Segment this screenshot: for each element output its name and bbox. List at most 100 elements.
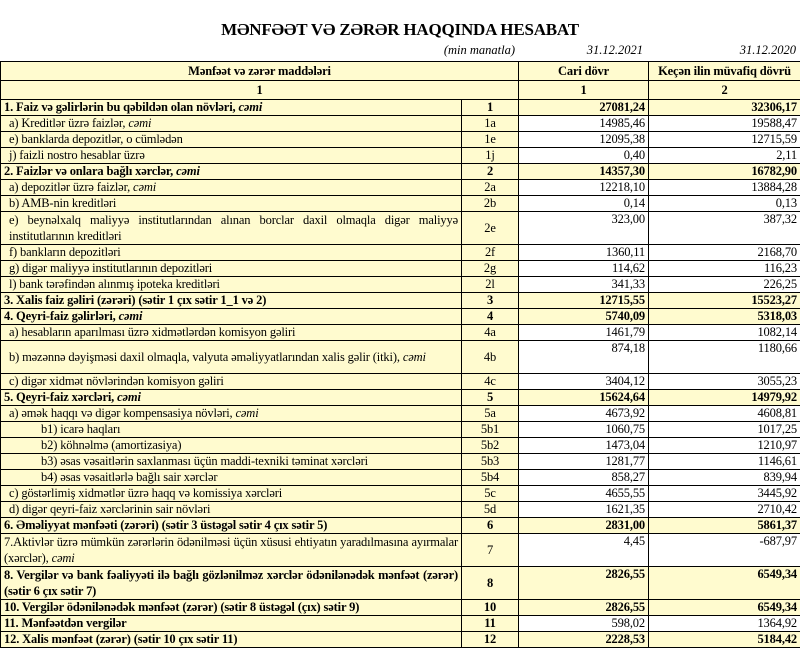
value-current: 27081,24 bbox=[518, 99, 650, 116]
row-code: 2a bbox=[460, 179, 520, 196]
table-row: 4. Qeyri-faiz gəlirləri, cəmi 4 5740,09 531… bbox=[0, 308, 800, 325]
row-label: 12. Xalis mənfəət (zərər) (sətir 10 çıx … bbox=[0, 631, 462, 648]
row-label: b2) köhnəlmə (amortizasiya) bbox=[0, 437, 462, 454]
row-label-text: 10. Vergilər ödənilənədək mənfəət (zərər… bbox=[4, 600, 360, 614]
table-row: d) digər qeyri-faiz xərclərinin sair növ… bbox=[0, 501, 800, 518]
header-previous: Keçən ilin müvafiq dövrü bbox=[648, 61, 800, 81]
row-label: c) digər xidmət növlərindən komisyon gəl… bbox=[0, 373, 462, 390]
row-label: 6. Əməliyyat mənfəəti (zərəri) (sətir 3 … bbox=[0, 517, 462, 534]
value-previous: 4608,81 bbox=[648, 405, 800, 422]
value-previous: 3055,23 bbox=[648, 373, 800, 390]
unit-label: (min manatla) bbox=[443, 43, 515, 57]
table-row: b) AMB-nin kreditləri 2b 0,14 0,13 bbox=[0, 195, 800, 212]
header-number-row: 1 1 2 bbox=[0, 80, 800, 100]
value-previous: 0,13 bbox=[648, 195, 800, 212]
row-code: 2l bbox=[460, 276, 520, 293]
row-label: d) digər qeyri-faiz xərclərinin sair növ… bbox=[0, 501, 462, 518]
table-row: 6. Əməliyyat mənfəəti (zərəri) (sətir 3 … bbox=[0, 517, 800, 534]
row-label: f) bankların depozitləri bbox=[0, 244, 462, 261]
row-code: 7 bbox=[460, 533, 520, 567]
row-label-text: b1) icarə haqları bbox=[41, 422, 121, 436]
value-current: 874,18 bbox=[518, 340, 650, 374]
row-code: 1 bbox=[460, 99, 520, 116]
table-row: g) digər maliyyə institutlarının depozit… bbox=[0, 260, 800, 277]
row-label-text: e) beynəlxalq maliyyə institutlarından a… bbox=[9, 213, 458, 243]
row-label: b4) əsas vəsaitlərlə bağlı sair xərclər bbox=[0, 469, 462, 486]
value-current: 1621,35 bbox=[518, 501, 650, 518]
row-label: e) beynəlxalq maliyyə institutlarından a… bbox=[0, 211, 462, 245]
row-label: j) faizli nostro hesablar üzrə bbox=[0, 147, 462, 164]
row-code: 3 bbox=[460, 292, 520, 309]
row-code: 5c bbox=[460, 485, 520, 502]
row-code: 2f bbox=[460, 244, 520, 261]
table-row: a) depozitlər üzrə faizlər, cəmi 2a 12218,… bbox=[0, 179, 800, 196]
table-row: c) göstərlimiş xidmətlər üzrə haqq və ko… bbox=[0, 485, 800, 502]
value-previous: 3445,92 bbox=[648, 485, 800, 502]
value-current: 15624,64 bbox=[518, 389, 650, 406]
value-current: 1473,04 bbox=[518, 437, 650, 454]
value-previous: 839,94 bbox=[648, 469, 800, 486]
value-previous: 16782,90 bbox=[648, 163, 800, 180]
table-row: a) Kreditlər üzrə faizlər, cəmi 1a 14985,4… bbox=[0, 115, 800, 132]
row-code: 4c bbox=[460, 373, 520, 390]
row-label: b3) əsas vəsaitlərin saxlanması üçün mad… bbox=[0, 453, 462, 470]
row-label-total-suffix: cəmi bbox=[235, 406, 259, 420]
value-current: 12715,55 bbox=[518, 292, 650, 309]
value-previous: 2,11 bbox=[648, 147, 800, 164]
value-previous: 116,23 bbox=[648, 260, 800, 277]
row-label-text: a) hesabların aparılması üzrə xidmətlərd… bbox=[9, 325, 296, 339]
value-current: 4673,92 bbox=[518, 405, 650, 422]
row-label-text: a) depozitlər üzrə faizlər, bbox=[9, 180, 134, 194]
table-row: 12. Xalis mənfəət (zərər) (sətir 10 çıx … bbox=[0, 631, 800, 648]
header-num-previous: 2 bbox=[648, 80, 800, 100]
value-current: 2826,55 bbox=[518, 566, 650, 600]
row-code: 10 bbox=[460, 599, 520, 616]
value-current: 1360,11 bbox=[518, 244, 650, 261]
row-label: 2. Faizlər və onlara bağlı xərclər, cəmi bbox=[0, 163, 462, 180]
row-label: 4. Qeyri-faiz gəlirləri, cəmi bbox=[0, 308, 462, 325]
row-label-total-suffix: cəmi bbox=[128, 116, 152, 130]
value-previous: 5861,37 bbox=[648, 517, 800, 534]
date-current: 31.12.2021 bbox=[586, 43, 643, 57]
row-label-text: b4) əsas vəsaitlərlə bağlı sair xərclər bbox=[41, 470, 218, 484]
value-previous: 1017,25 bbox=[648, 421, 800, 438]
row-code: 5a bbox=[460, 405, 520, 422]
row-label-text: 12. Xalis mənfəət (zərər) (sətir 10 çıx … bbox=[4, 632, 238, 646]
row-label-text: c) göstərlimiş xidmətlər üzrə haqq və ko… bbox=[9, 486, 283, 500]
row-code: 5d bbox=[460, 501, 520, 518]
value-current: 3404,12 bbox=[518, 373, 650, 390]
row-label: a) Kreditlər üzrə faizlər, cəmi bbox=[0, 115, 462, 132]
table-row: 1. Faiz və gəlirlərin bu qəbildən olan n… bbox=[0, 99, 800, 116]
value-current: 1281,77 bbox=[518, 453, 650, 470]
row-label: c) göstərlimiş xidmətlər üzrə haqq və ko… bbox=[0, 485, 462, 502]
row-code: 5b3 bbox=[460, 453, 520, 470]
table-row: 7.Aktivlər üzrə mümkün zərərlərin ödənil… bbox=[0, 533, 800, 567]
value-current: 323,00 bbox=[518, 211, 650, 245]
row-label-total-suffix: cəmi bbox=[51, 551, 75, 565]
row-code: 1j bbox=[460, 147, 520, 164]
row-label-text: e) banklarda depozitlər, o cümlədən bbox=[9, 132, 183, 146]
table-row: b1) icarə haqları 5b1 1060,75 1017,25 bbox=[0, 421, 800, 438]
row-label: g) digər maliyyə institutlarının depozit… bbox=[0, 260, 462, 277]
value-previous: 6549,34 bbox=[648, 566, 800, 600]
row-label: 1. Faiz və gəlirlərin bu qəbildən olan n… bbox=[0, 99, 462, 116]
value-previous: -687,97 bbox=[648, 533, 800, 567]
row-code: 11 bbox=[460, 615, 520, 632]
table-row: l) bank tərəfindən alınmış ipoteka kredi… bbox=[0, 276, 800, 293]
table-row: 8. Vergilər və bank fəaliyyəti ilə bağlı… bbox=[0, 566, 800, 600]
table-row: e) beynəlxalq maliyyə institutlarından a… bbox=[0, 211, 800, 245]
row-label-text: 8. Vergilər və bank fəaliyyəti ilə bağlı… bbox=[4, 568, 458, 598]
row-code: 6 bbox=[460, 517, 520, 534]
date-previous: 31.12.2020 bbox=[739, 43, 796, 57]
row-label-total-suffix: cəmi bbox=[176, 164, 200, 178]
row-label-text: 5. Qeyri-faiz xərcləri, bbox=[4, 390, 118, 404]
value-previous: 226,25 bbox=[648, 276, 800, 293]
row-label-text: c) digər xidmət növlərindən komisyon gəl… bbox=[9, 374, 224, 388]
row-label: l) bank tərəfindən alınmış ipoteka kredi… bbox=[0, 276, 462, 293]
value-previous: 1146,61 bbox=[648, 453, 800, 470]
table-row: 10. Vergilər ödənilənədək mənfəət (zərər… bbox=[0, 599, 800, 616]
row-code: 5b2 bbox=[460, 437, 520, 454]
row-label-total-suffix: cəmi bbox=[118, 309, 143, 323]
row-label: a) hesabların aparılması üzrə xidmətlərd… bbox=[0, 324, 462, 341]
value-previous: 387,32 bbox=[648, 211, 800, 245]
